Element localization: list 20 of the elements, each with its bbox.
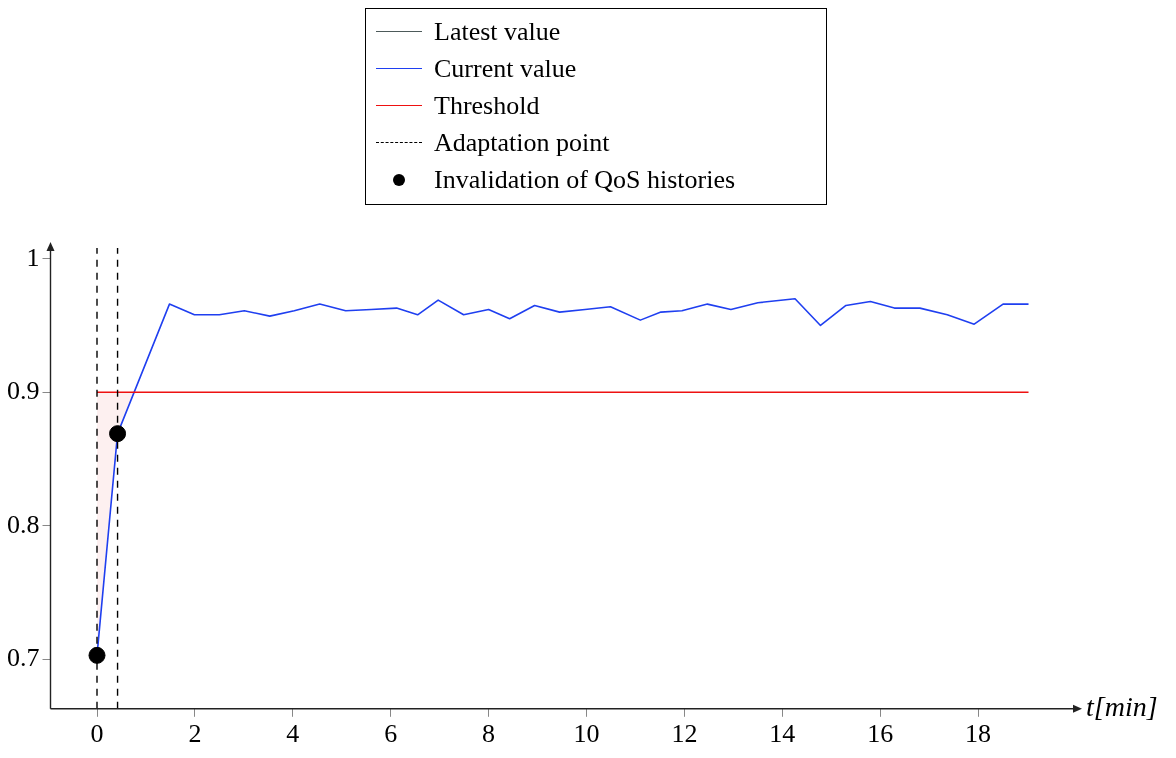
x-tick-label: 18	[965, 719, 992, 749]
legend-label: Adaptation point	[434, 127, 610, 158]
x-tick-label: 8	[482, 719, 496, 749]
y-tick-label: 1	[26, 242, 40, 272]
y-tick-label: 0.8	[7, 509, 40, 539]
legend-label: Threshold	[434, 90, 540, 121]
x-tick-label: 16	[867, 719, 894, 749]
legend-label: Latest value	[434, 16, 561, 47]
x-tick-label: 0	[90, 719, 104, 749]
y-tick-label: 0.9	[7, 376, 40, 406]
x-tick-label: 2	[188, 719, 202, 749]
legend-label: Invalidation of QoS histories	[434, 164, 736, 195]
x-tick-label: 4	[286, 719, 300, 749]
legend-label: Current value	[434, 53, 577, 84]
x-tick-label: 14	[769, 719, 796, 749]
x-axis-title: t[min]	[1086, 691, 1158, 723]
x-tick-label: 6	[384, 719, 398, 749]
x-tick-label: 12	[671, 719, 698, 749]
y-tick-label: 0.7	[7, 643, 40, 673]
x-tick-label: 10	[573, 719, 600, 749]
